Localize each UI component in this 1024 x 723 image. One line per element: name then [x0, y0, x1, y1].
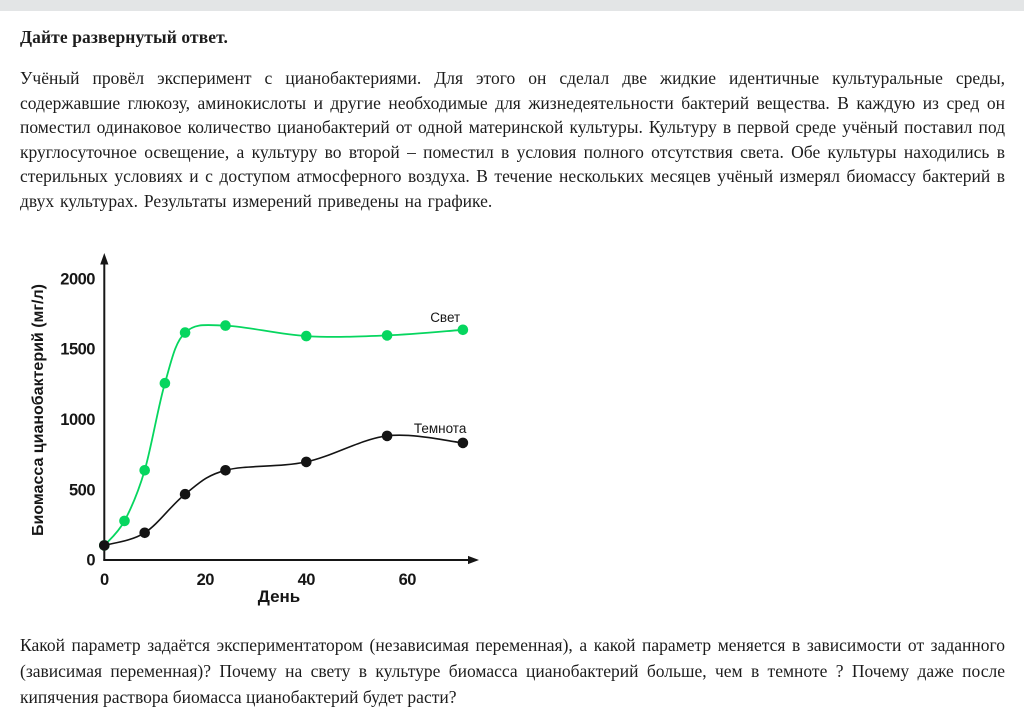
- series-line-dark: [104, 434, 463, 547]
- data-point-light: [381, 330, 393, 341]
- data-point-light: [457, 324, 469, 336]
- biomass-chart-svg: 0 500 1000 1500 2000 0 20 40 60 День Биомасса циан…: [30, 253, 479, 606]
- data-point-light: [159, 377, 171, 389]
- data-point-light: [220, 320, 231, 331]
- experiment-description-text: Учёный провёл эксперимент с цианобактери…: [20, 68, 1005, 211]
- data-point-light: [179, 327, 191, 338]
- top-bar: [0, 0, 1024, 11]
- data-point-dark: [139, 527, 150, 539]
- y-tick-label: 0: [86, 552, 95, 570]
- y-tick-label: 2000: [60, 271, 95, 289]
- data-point-dark: [99, 540, 110, 551]
- x-axis-title: День: [258, 587, 301, 606]
- data-point-light: [139, 465, 150, 476]
- y-axis-arrow-icon: [100, 253, 109, 265]
- y-tick-label: 500: [69, 481, 95, 499]
- y-tick-label: 1000: [60, 411, 95, 429]
- x-tick-label: 0: [100, 571, 109, 589]
- page-title: Дайте развернутый ответ.: [20, 27, 229, 47]
- data-point-dark: [457, 437, 469, 449]
- data-point-dark: [301, 456, 312, 468]
- series-label-light: Свет: [430, 310, 460, 325]
- x-axis-arrow-icon: [468, 555, 479, 565]
- data-point-dark: [179, 488, 191, 500]
- x-tick-label: 20: [197, 571, 215, 589]
- data-point-light: [119, 515, 130, 527]
- biomass-chart: 0 500 1000 1500 2000 0 20 40 60 День Биомасса циан…: [25, 250, 485, 618]
- question-text: Какой параметр задаётся экспериментаторо…: [20, 635, 1005, 707]
- x-tick-label: 40: [298, 571, 316, 589]
- data-point-dark: [381, 430, 393, 442]
- data-point-dark: [220, 465, 231, 476]
- y-axis-title: Биомасса цианобактерий (мг/л): [30, 284, 47, 536]
- y-tick-label: 1500: [60, 341, 95, 359]
- series-label-dark: Темнота: [414, 421, 467, 436]
- x-tick-label: 60: [399, 571, 417, 589]
- data-point-light: [301, 330, 312, 342]
